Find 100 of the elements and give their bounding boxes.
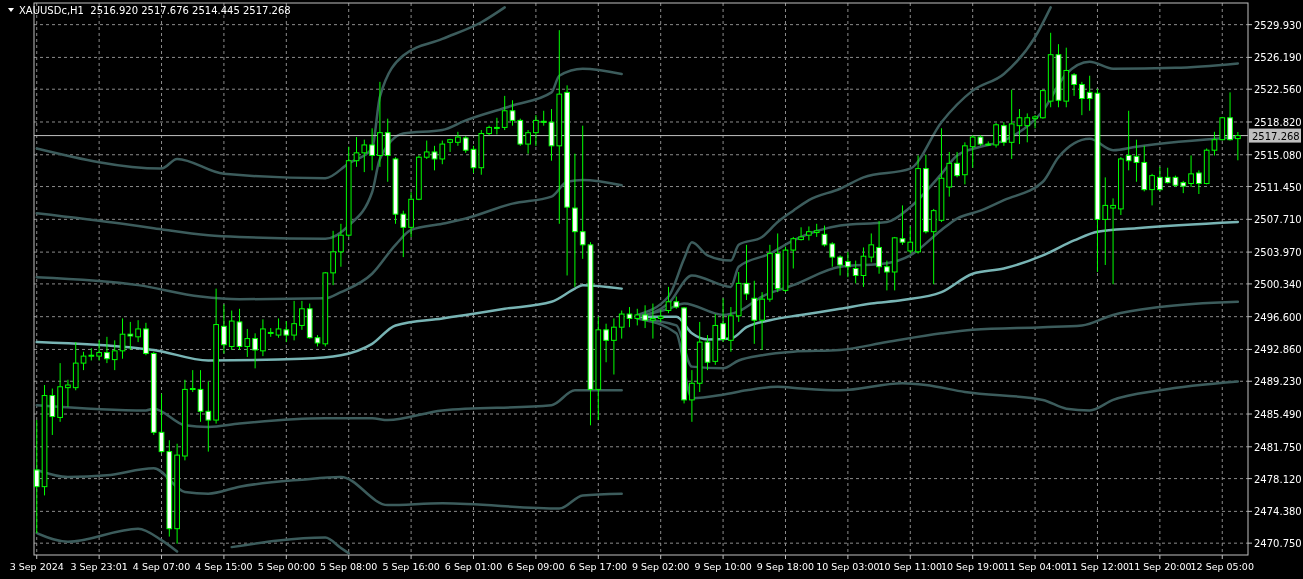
candlestick (837, 254, 843, 276)
candlestick (509, 99, 516, 127)
candlestick (665, 286, 672, 314)
y-tick-label: 2522.560 (1254, 84, 1302, 96)
x-tick-label: 11 Sep 04:00 (1003, 561, 1067, 572)
candlestick (1196, 169, 1202, 195)
candlestick (759, 291, 765, 351)
line-series (35, 67, 623, 240)
candlestick (720, 297, 726, 343)
candlestick (954, 151, 960, 178)
y-tick-label: 2529.930 (1254, 19, 1302, 31)
candlestick (798, 226, 804, 241)
candlestick (907, 225, 914, 255)
candlestick (946, 151, 953, 198)
candlestick (603, 323, 609, 363)
candlestick (299, 300, 305, 331)
y-tick-label: 2503.970 (1254, 247, 1302, 259)
candlestick (423, 140, 430, 160)
x-tick-label: 6 Sep 01:00 (444, 561, 503, 572)
y-tick-label: 2496.600 (1254, 311, 1302, 323)
candlestick (533, 114, 539, 147)
x-tick-label: 4 Sep 07:00 (132, 561, 191, 572)
y-tick-label: 2511.450 (1254, 181, 1302, 193)
candlestick (884, 260, 890, 291)
y-tick-label: 2481.750 (1254, 441, 1302, 453)
y-tick-label: 2489.230 (1254, 376, 1302, 388)
x-tick-label: 6 Sep 09:00 (507, 561, 565, 572)
y-tick-label: 2485.490 (1254, 409, 1302, 421)
candlestick (501, 95, 508, 131)
x-tick-label: 9 Sep 18:00 (756, 561, 815, 572)
candlestick (1157, 166, 1163, 192)
candlestick (579, 125, 586, 260)
candlestick (517, 118, 524, 147)
y-tick-label: 2526.190 (1254, 52, 1302, 64)
candlestick (384, 118, 391, 183)
candlestick (525, 129, 531, 155)
chart-title: XAUUSDc,H1 2516.920 2517.676 2514.445 2517.268 (19, 5, 291, 16)
candlestick (135, 319, 141, 343)
y-tick-label: 2518.820 (1254, 116, 1302, 128)
candlestick (338, 223, 344, 268)
candlestick (790, 236, 797, 269)
x-tick-label: 11 Sep 12:00 (1065, 561, 1130, 572)
candlestick (369, 127, 375, 171)
candlestick (572, 153, 578, 288)
candlestick (260, 318, 266, 357)
candlestick (1235, 131, 1241, 161)
candlestick (1024, 112, 1031, 143)
candlestick (689, 369, 695, 423)
candlestick (751, 280, 758, 345)
candlestick (104, 336, 110, 364)
candlestick (876, 220, 882, 275)
x-tick-label: 9 Sep 02:00 (632, 561, 690, 572)
candlestick (330, 230, 336, 286)
candlestick (291, 300, 297, 341)
candlestick (400, 210, 407, 258)
x-tick-label: 5 Sep 08:00 (320, 561, 378, 572)
candlestick (1001, 121, 1007, 147)
candlestick (431, 145, 438, 171)
candlestick (494, 117, 500, 135)
candlestick (455, 131, 461, 147)
candlestick (221, 303, 227, 354)
candlestick (806, 225, 812, 241)
candlestick (618, 310, 625, 340)
candlestick (1071, 72, 1077, 97)
candlestick (868, 232, 875, 263)
x-tick-label: 10 Sep 11:00 (878, 561, 942, 572)
x-tick-label: 5 Sep 16:00 (382, 561, 440, 572)
candlestick (1102, 176, 1109, 266)
candlestick (704, 334, 711, 371)
candlestick (252, 332, 258, 369)
candlestick (829, 241, 836, 268)
x-tick-label: 9 Sep 10:00 (694, 561, 752, 572)
y-tick-label: 2492.860 (1254, 344, 1302, 356)
line-series (35, 389, 623, 429)
x-tick-label: 11 Sep 20:00 (1128, 561, 1192, 572)
candlestick (650, 303, 656, 340)
candlestick (642, 304, 648, 329)
candlestick (1227, 91, 1233, 142)
x-tick-label: 12 Sep 05:00 (1190, 561, 1254, 572)
y-tick-label: 2515.080 (1254, 149, 1302, 161)
candlestick (96, 339, 102, 361)
candlestick (1079, 81, 1085, 116)
y-tick-label: 2470.750 (1254, 538, 1302, 550)
y-tick-label: 2507.710 (1254, 214, 1302, 226)
candlestick (111, 339, 118, 371)
x-tick-label: 4 Sep 15:00 (195, 561, 253, 572)
candlestick (1032, 114, 1038, 129)
line-series (35, 527, 179, 553)
candlestick (447, 138, 453, 153)
candlestick (33, 419, 40, 534)
candlestick (439, 140, 446, 165)
candlestick (1188, 154, 1194, 188)
candlestick (1110, 197, 1116, 285)
y-tick-label: 2478.120 (1254, 473, 1302, 485)
x-tick-label: 3 Sep 2024 (9, 561, 64, 572)
candlestick (845, 251, 851, 278)
ref-line-label: 2517.268 (1252, 130, 1300, 142)
line-series (230, 536, 350, 555)
line-series (35, 178, 623, 301)
y-tick-label: 2474.380 (1254, 506, 1302, 518)
